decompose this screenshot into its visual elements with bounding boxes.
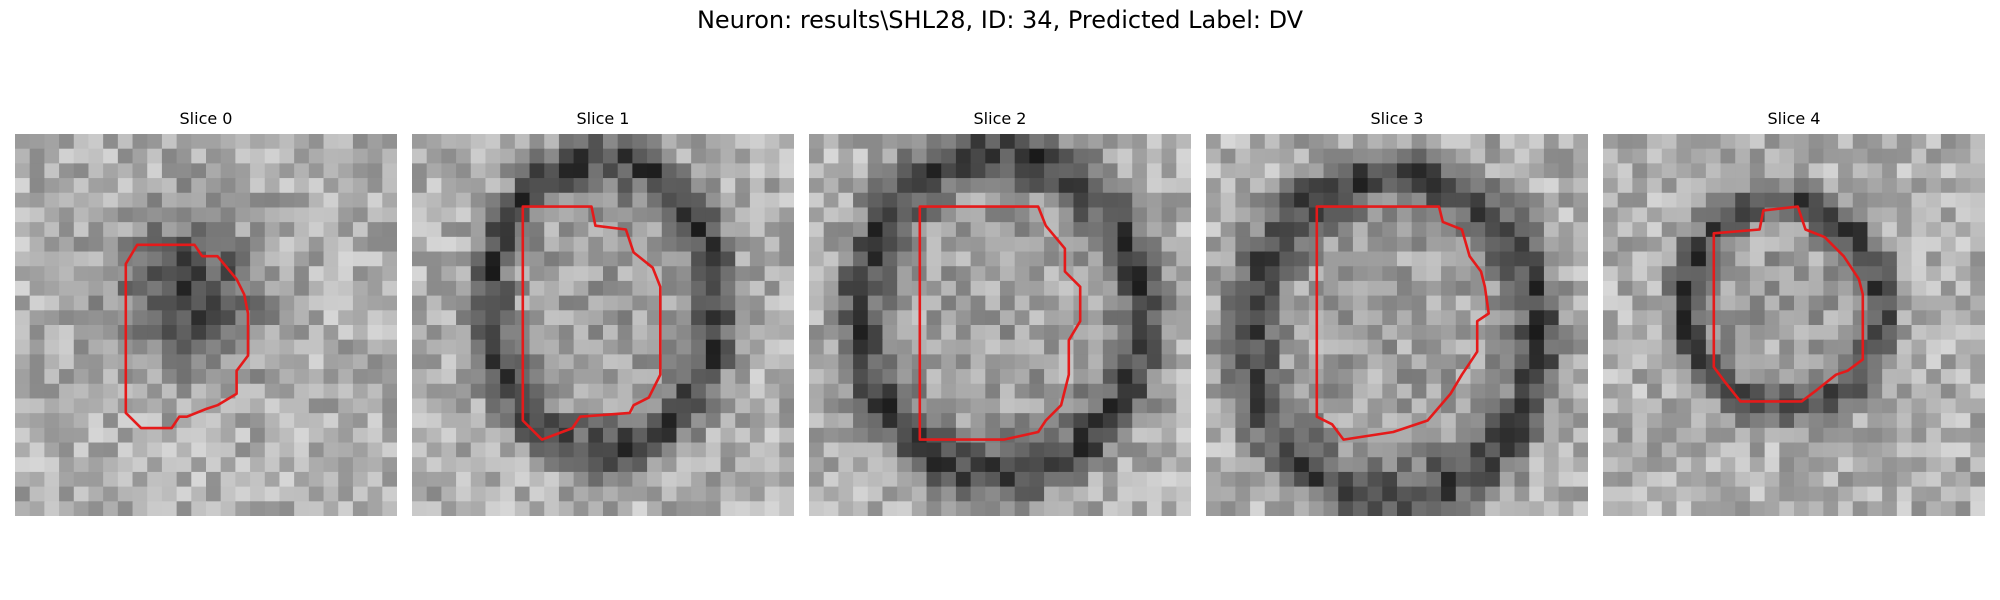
segmentation-contour-2 — [918, 205, 1082, 441]
slice-pixels-3 — [1206, 134, 1588, 516]
slice-pixels-1 — [412, 134, 794, 516]
slice-panel-2: Slice 2 — [809, 109, 1191, 516]
slice-title-3: Slice 3 — [1370, 109, 1424, 128]
figure-title: Neuron: results\SHL28, ID: 34, Predicted… — [696, 6, 1304, 34]
segmentation-contour-0 — [124, 243, 250, 430]
slice-panel-4: Slice 4 — [1603, 109, 1985, 516]
slice-image-3 — [1206, 134, 1588, 516]
slice-panel-3: Slice 3 — [1206, 109, 1588, 516]
segmentation-contour-4 — [1712, 205, 1865, 403]
slice-pixels-4 — [1603, 134, 1985, 516]
slice-title-2: Slice 2 — [973, 109, 1027, 128]
slice-title-1: Slice 1 — [576, 109, 630, 128]
slice-image-1 — [412, 134, 794, 516]
slice-image-2 — [809, 134, 1191, 516]
slice-title-4: Slice 4 — [1767, 109, 1821, 128]
segmentation-contour-3 — [1315, 205, 1491, 441]
slice-pixels-2 — [809, 134, 1191, 516]
segmentation-contour-1 — [521, 205, 662, 441]
slice-panel-0: Slice 0 — [15, 109, 397, 516]
slice-pixels-0 — [15, 134, 397, 516]
slice-image-0 — [15, 134, 397, 516]
slice-image-4 — [1603, 134, 1985, 516]
slice-title-0: Slice 0 — [179, 109, 233, 128]
slice-panel-1: Slice 1 — [412, 109, 794, 516]
